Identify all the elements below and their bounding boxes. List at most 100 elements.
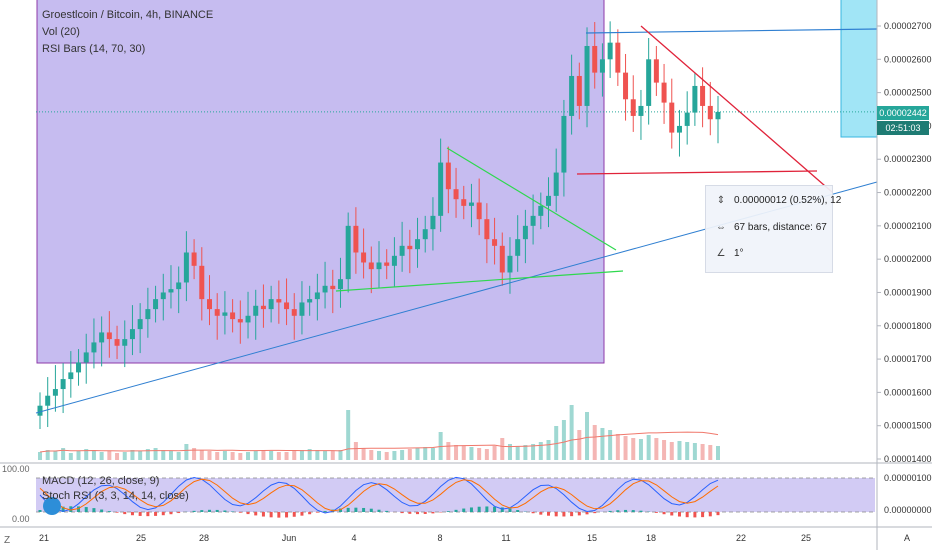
measure-bars-distance: 67 bars, distance: 67 bbox=[734, 222, 827, 233]
candle bbox=[199, 247, 205, 321]
candle bbox=[569, 54, 575, 135]
candle bbox=[253, 289, 259, 340]
candle bbox=[245, 291, 251, 339]
price-tick-label: 0.00001600 bbox=[884, 387, 932, 397]
candle-body bbox=[507, 255, 513, 273]
macd-bar bbox=[585, 512, 589, 515]
candle bbox=[623, 53, 629, 121]
candle-body bbox=[592, 45, 598, 73]
candle-body bbox=[569, 75, 575, 116]
volume-bar bbox=[615, 434, 620, 460]
candle bbox=[484, 203, 490, 264]
candle bbox=[83, 333, 89, 384]
candle-body bbox=[45, 395, 51, 406]
price-range-icon: ⇕ bbox=[716, 195, 726, 206]
volume-bar bbox=[246, 452, 251, 460]
candle-body bbox=[83, 352, 89, 363]
volume-bar bbox=[269, 451, 274, 460]
angle-icon: ∠ bbox=[716, 248, 726, 259]
volume-bar bbox=[38, 452, 42, 460]
candle bbox=[476, 178, 482, 236]
volume-bar bbox=[523, 445, 528, 460]
candle bbox=[530, 194, 536, 245]
volume-bar bbox=[384, 452, 389, 460]
candle bbox=[576, 62, 582, 120]
volume-bar bbox=[708, 445, 713, 460]
macd-bar bbox=[708, 512, 712, 517]
volume-bar bbox=[392, 451, 397, 460]
candle-body bbox=[692, 85, 698, 113]
candle-body bbox=[584, 45, 590, 106]
volume-legend[interactable]: Vol (20) bbox=[42, 26, 80, 38]
volume-bar bbox=[238, 453, 243, 460]
volume-bar bbox=[500, 438, 505, 460]
volume-bar bbox=[484, 449, 489, 460]
candle-body bbox=[361, 252, 367, 263]
macd-bar bbox=[477, 506, 481, 512]
symbol-legend[interactable]: Groestlcoin / Bitcoin, 4h, BINANCE bbox=[42, 9, 214, 21]
macd-bar bbox=[169, 512, 173, 515]
candle bbox=[330, 269, 336, 314]
volume-bar bbox=[646, 435, 651, 460]
price-tick-label: 0.00002000 bbox=[884, 254, 932, 264]
candle-body bbox=[37, 405, 43, 416]
candle-body bbox=[76, 362, 82, 373]
time-axis-label: Jun bbox=[282, 533, 297, 543]
macd-legend[interactable]: MACD (12, 26, close, 9) bbox=[42, 475, 160, 487]
candle-body bbox=[599, 59, 605, 73]
candle bbox=[60, 363, 66, 414]
z-label[interactable]: Z bbox=[4, 535, 11, 546]
candle-body bbox=[515, 239, 521, 256]
candle bbox=[492, 217, 498, 265]
rsi-legend[interactable]: RSI Bars (14, 70, 30) bbox=[42, 43, 146, 55]
volume-bar bbox=[53, 451, 58, 460]
candle-body bbox=[615, 42, 621, 73]
candle bbox=[368, 246, 374, 294]
candle bbox=[353, 207, 359, 274]
lower-axis-top-tick: 0.00000100 bbox=[884, 473, 932, 483]
candle bbox=[45, 377, 51, 428]
candle bbox=[291, 293, 297, 340]
candle bbox=[715, 95, 721, 144]
volume-bar bbox=[577, 430, 582, 460]
candle-body bbox=[91, 342, 97, 353]
candle bbox=[422, 215, 428, 253]
candle bbox=[607, 21, 613, 78]
candle-body bbox=[415, 239, 421, 250]
candle bbox=[307, 285, 313, 316]
price-tick-label: 0.00002600 bbox=[884, 54, 932, 64]
candle bbox=[284, 278, 290, 326]
green-upper-line bbox=[446, 147, 617, 251]
candle bbox=[68, 351, 74, 398]
candle bbox=[384, 249, 390, 280]
candle-body bbox=[638, 105, 644, 116]
volume-bar bbox=[330, 451, 335, 460]
volume-bar bbox=[122, 452, 127, 460]
volume-bar bbox=[184, 444, 189, 460]
macd-bar bbox=[662, 512, 666, 515]
volume-bar bbox=[423, 447, 428, 460]
candle-body bbox=[461, 199, 467, 206]
candle-body bbox=[445, 162, 451, 190]
candle bbox=[507, 237, 513, 294]
candle-body bbox=[646, 59, 652, 106]
macd-bar bbox=[377, 509, 381, 512]
volume-bar bbox=[569, 405, 574, 460]
price-tick-label: 0.00002300 bbox=[884, 154, 932, 164]
macd-bar bbox=[554, 512, 558, 517]
macd-bar bbox=[570, 512, 574, 517]
candle-body bbox=[191, 252, 197, 266]
candle-body bbox=[422, 229, 428, 240]
macd-bar bbox=[485, 506, 489, 512]
stoch-legend[interactable]: Stoch RSI (3, 3, 14, 14, close) bbox=[42, 490, 189, 502]
macd-bar bbox=[300, 512, 304, 516]
candle bbox=[700, 67, 706, 128]
candle bbox=[114, 325, 120, 360]
volume-ma-line bbox=[39, 431, 719, 453]
volume-bar bbox=[222, 451, 227, 460]
candle bbox=[129, 305, 135, 356]
candle-body bbox=[522, 225, 528, 240]
candle-body bbox=[268, 299, 274, 310]
